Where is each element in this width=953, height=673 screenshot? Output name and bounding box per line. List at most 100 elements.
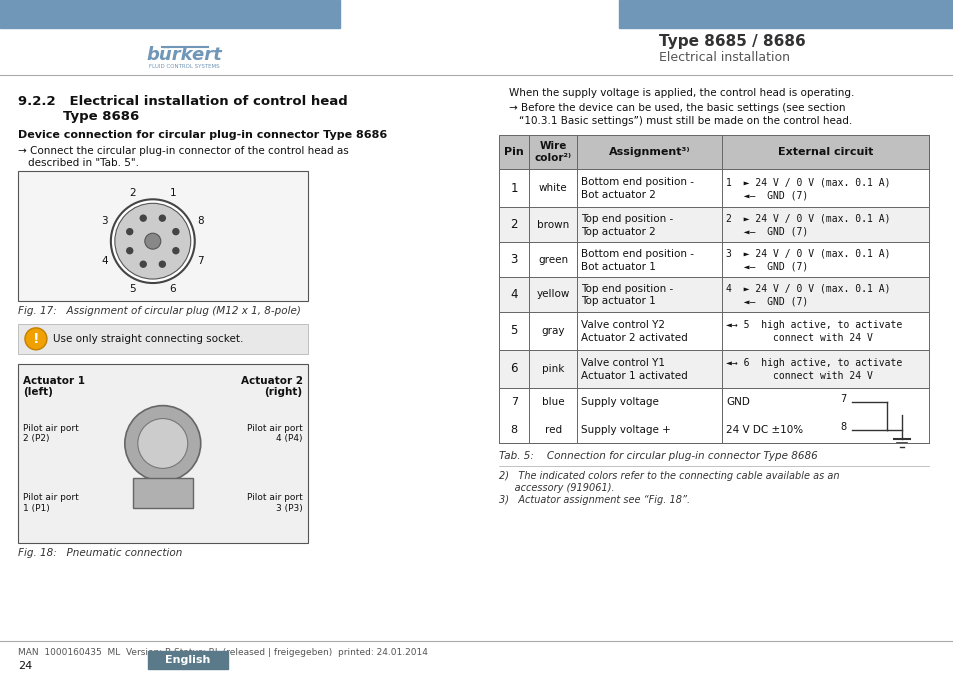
Bar — [18, 172, 307, 301]
Text: Valve control Y1: Valve control Y1 — [580, 358, 664, 367]
Text: GND: GND — [725, 396, 749, 406]
Text: Pilot air port
4 (P4): Pilot air port 4 (P4) — [247, 423, 302, 443]
Bar — [18, 324, 307, 354]
Text: Actuator 2
(right): Actuator 2 (right) — [240, 376, 302, 397]
Text: Pin: Pin — [504, 147, 523, 157]
Text: 7: 7 — [510, 396, 517, 406]
Text: Wire
color²⁾: Wire color²⁾ — [534, 141, 571, 163]
Circle shape — [159, 215, 165, 221]
Text: 6: 6 — [510, 362, 517, 376]
Text: Supply voltage: Supply voltage — [580, 396, 659, 406]
Text: 24: 24 — [18, 661, 32, 671]
Text: Assignment³⁾: Assignment³⁾ — [608, 147, 690, 157]
Text: 2: 2 — [130, 188, 136, 199]
Text: Type 8685 / 8686: Type 8685 / 8686 — [659, 34, 805, 49]
Text: When the supply voltage is applied, the control head is operating.: When the supply voltage is applied, the … — [509, 87, 854, 98]
Text: Top end position -: Top end position - — [580, 214, 673, 223]
Text: Pilot air port
2 (P2): Pilot air port 2 (P2) — [23, 423, 79, 443]
Bar — [498, 312, 928, 350]
Text: 6: 6 — [170, 284, 175, 294]
Text: 8: 8 — [197, 216, 204, 226]
Text: Supply voltage +: Supply voltage + — [580, 425, 670, 435]
Text: bürkert: bürkert — [147, 46, 222, 64]
Text: Actuator 1
(left): Actuator 1 (left) — [23, 376, 85, 397]
Text: FLUID CONTROL SYSTEMS: FLUID CONTROL SYSTEMS — [150, 64, 220, 69]
Circle shape — [25, 328, 47, 350]
Text: Pilot air port
3 (P3): Pilot air port 3 (P3) — [247, 493, 302, 513]
Bar — [498, 207, 928, 242]
Text: Bot actuator 2: Bot actuator 2 — [580, 190, 656, 201]
Text: yellow: yellow — [536, 289, 569, 299]
Text: 4: 4 — [101, 256, 108, 266]
Text: “10.3.1 Basic settings”) must still be made on the control head.: “10.3.1 Basic settings”) must still be m… — [518, 116, 852, 126]
Bar — [0, 0, 339, 28]
Text: red: red — [544, 425, 561, 435]
Text: Pilot air port
1 (P1): Pilot air port 1 (P1) — [23, 493, 79, 513]
Bar — [148, 651, 228, 669]
Text: Fig. 18:   Pneumatic connection: Fig. 18: Pneumatic connection — [18, 548, 182, 558]
Circle shape — [111, 199, 194, 283]
Text: 7: 7 — [197, 256, 204, 266]
Text: 5: 5 — [130, 284, 136, 294]
Text: External circuit: External circuit — [777, 147, 872, 157]
Circle shape — [125, 406, 200, 481]
Bar — [721, 388, 928, 444]
Text: → Before the device can be used, the basic settings (see section: → Before the device can be used, the bas… — [509, 103, 845, 112]
Text: pink: pink — [541, 363, 564, 374]
Circle shape — [127, 248, 132, 254]
Circle shape — [140, 215, 146, 221]
Text: 2  ► 24 V / 0 V (max. 0.1 A): 2 ► 24 V / 0 V (max. 0.1 A) — [725, 214, 889, 223]
Text: blue: blue — [541, 396, 564, 406]
Circle shape — [145, 234, 161, 249]
Text: Bottom end position -: Bottom end position - — [580, 248, 694, 258]
Text: ◄—  GND (7): ◄— GND (7) — [725, 190, 807, 201]
Text: white: white — [538, 183, 567, 193]
Text: 1  ► 24 V / 0 V (max. 0.1 A): 1 ► 24 V / 0 V (max. 0.1 A) — [725, 178, 889, 187]
Text: 2: 2 — [510, 218, 517, 232]
Bar — [498, 242, 928, 277]
Text: Device connection for circular plug-in connector Type 8686: Device connection for circular plug-in c… — [18, 130, 387, 139]
Text: MAN  1000160435  ML  Version: B Status: RL (released | freigegeben)  printed: 24: MAN 1000160435 ML Version: B Status: RL … — [18, 648, 427, 657]
Text: 3: 3 — [510, 253, 517, 266]
Text: green: green — [537, 254, 568, 264]
Bar — [498, 388, 721, 444]
Circle shape — [159, 261, 165, 267]
Text: 4  ► 24 V / 0 V (max. 0.1 A): 4 ► 24 V / 0 V (max. 0.1 A) — [725, 283, 889, 293]
Text: 1: 1 — [510, 182, 517, 195]
Bar — [618, 0, 952, 28]
Text: 7: 7 — [840, 394, 846, 404]
Text: !: ! — [32, 332, 39, 346]
Text: ◄—  GND (7): ◄— GND (7) — [725, 262, 807, 272]
Text: Bottom end position -: Bottom end position - — [580, 178, 694, 187]
Text: Electrical installation: Electrical installation — [659, 51, 789, 65]
Text: brown: brown — [537, 219, 569, 229]
Text: ◄→ 6  high active, to activate: ◄→ 6 high active, to activate — [725, 358, 902, 367]
Text: Fig. 17:   Assignment of circular plug (M12 x 1, 8-pole): Fig. 17: Assignment of circular plug (M1… — [18, 306, 300, 316]
Text: gray: gray — [541, 326, 564, 336]
Text: 3)   Actuator assignment see “Fig. 18”.: 3) Actuator assignment see “Fig. 18”. — [498, 495, 690, 505]
Text: Tab. 5:    Connection for circular plug-in connector Type 8686: Tab. 5: Connection for circular plug-in … — [498, 452, 818, 462]
Text: 1: 1 — [170, 188, 175, 199]
Bar — [18, 363, 307, 543]
Text: Top end position -: Top end position - — [580, 283, 673, 293]
Text: 5: 5 — [510, 324, 517, 337]
Circle shape — [137, 419, 188, 468]
Circle shape — [172, 229, 178, 235]
Text: described in "Tab. 5".: described in "Tab. 5". — [28, 158, 139, 168]
Text: → Connect the circular plug-in connector of the control head as: → Connect the circular plug-in connector… — [18, 147, 349, 157]
Circle shape — [140, 261, 146, 267]
Text: Valve control Y2: Valve control Y2 — [580, 320, 664, 330]
Text: connect with 24 V: connect with 24 V — [725, 333, 872, 343]
Bar — [498, 170, 928, 207]
Text: English: English — [165, 655, 211, 665]
Text: 2)   The indicated colors refer to the connecting cable available as an
     acc: 2) The indicated colors refer to the con… — [498, 471, 839, 493]
Bar — [498, 350, 928, 388]
Text: ◄—  GND (7): ◄— GND (7) — [725, 227, 807, 237]
Bar — [132, 479, 193, 508]
Bar — [498, 277, 928, 312]
Text: ◄—  GND (7): ◄— GND (7) — [725, 297, 807, 306]
Text: 24 V DC ±10%: 24 V DC ±10% — [725, 425, 802, 435]
Text: Top actuator 2: Top actuator 2 — [580, 227, 656, 237]
Text: Type 8686: Type 8686 — [63, 110, 139, 122]
Circle shape — [172, 248, 178, 254]
